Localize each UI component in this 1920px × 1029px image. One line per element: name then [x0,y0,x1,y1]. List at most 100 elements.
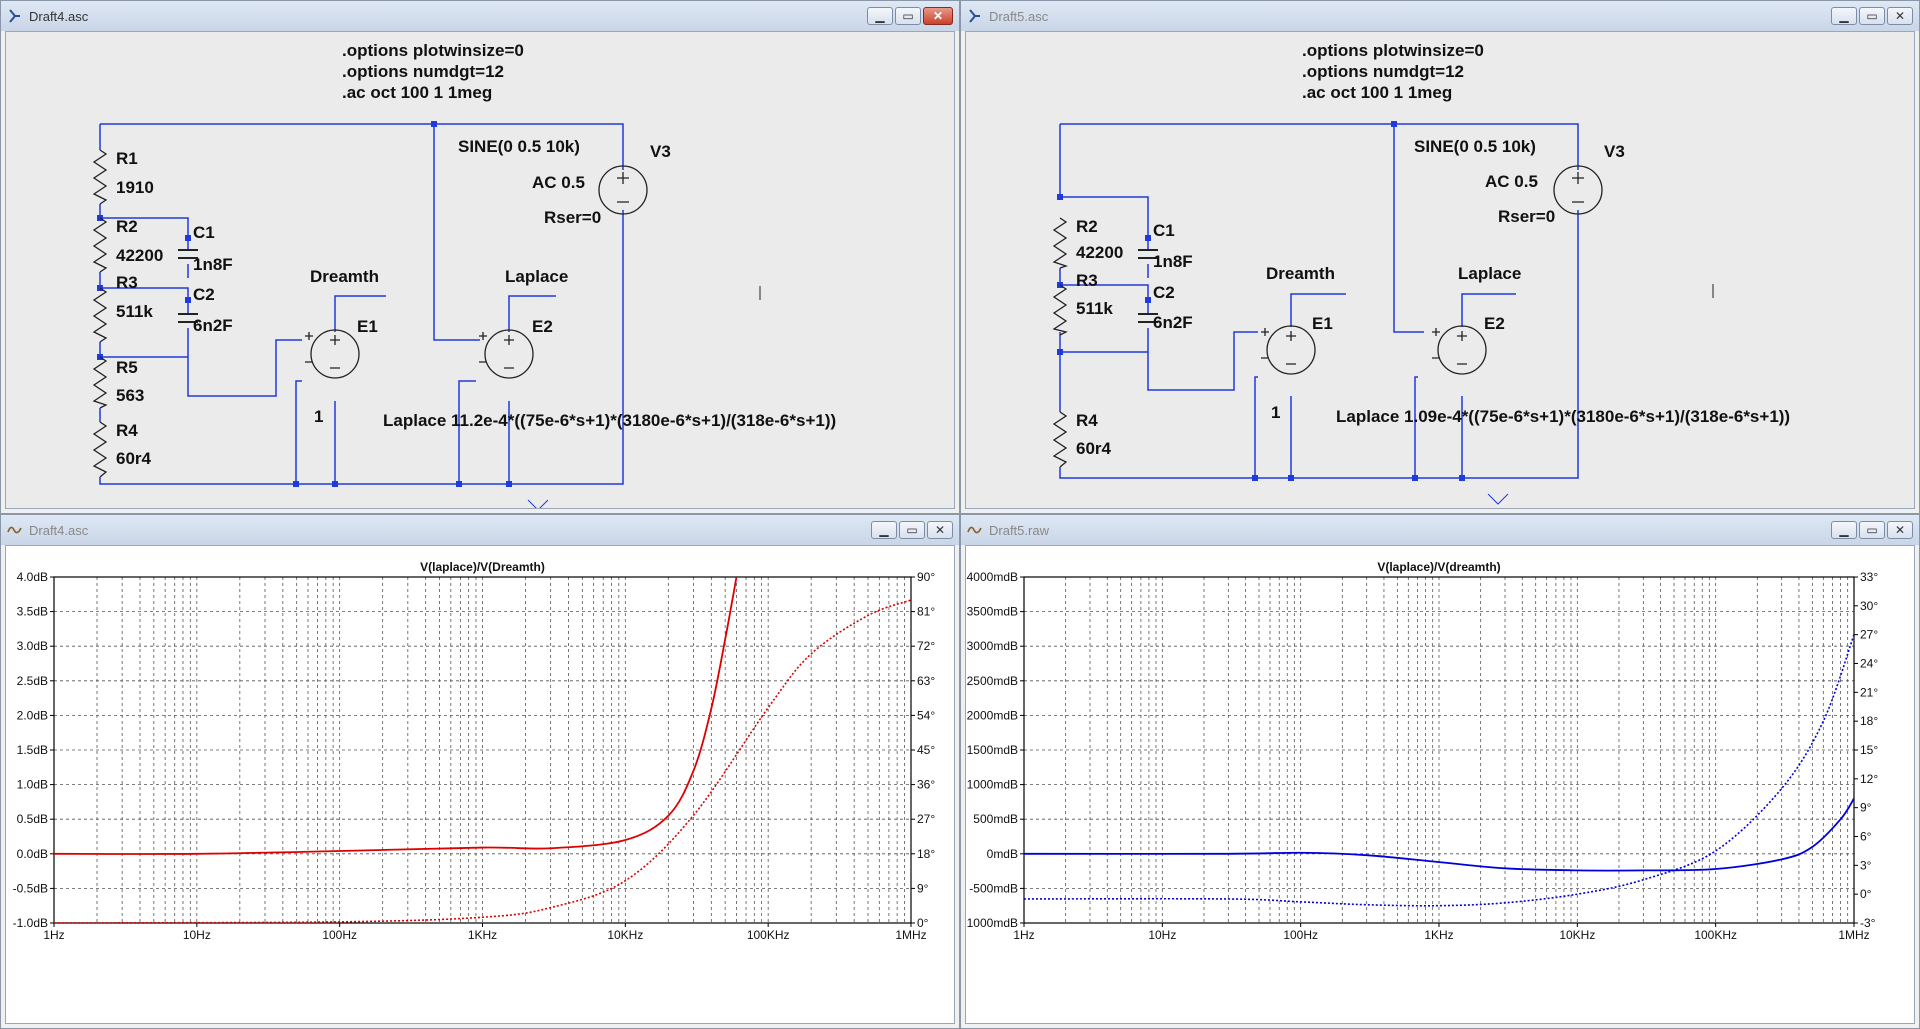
vcvs-e2[interactable] [479,329,534,379]
vcvs-e2[interactable] [1432,325,1487,375]
schematic-canvas[interactable]: .options plotwinsize=0 .options numdgt=1… [965,31,1915,509]
r1-value[interactable]: 1910 [116,178,154,197]
resistor-r3[interactable] [92,287,108,343]
voltage-source-v3[interactable] [598,165,648,215]
c2-value[interactable]: 6n2F [193,316,233,335]
net-label-laplace[interactable]: Laplace [505,267,568,286]
chart-title[interactable]: V(laplace)/V(Dreamth) [420,560,545,574]
maximize-button[interactable]: ▭ [899,521,925,539]
net-label-dreamth[interactable]: Dreamth [1266,264,1335,283]
y-right-tick-label: 30° [1860,599,1878,613]
schematic-canvas[interactable]: .options plotwinsize=0 .options numdgt=1… [5,31,955,509]
close-button[interactable]: ✕ [1887,7,1913,25]
e1-value[interactable]: 1 [314,407,323,426]
vcvs-e1[interactable] [1261,325,1316,375]
v3-value[interactable]: SINE(0 0.5 10k) [1414,137,1536,156]
e2-value[interactable]: Laplace 1.09e-4*((75e-6*s+1)*(3180e-6*s+… [1336,407,1790,426]
junctions [1057,121,1465,481]
r2-value[interactable]: 42200 [116,246,163,265]
y-right-tick-label: -3° [1860,916,1876,930]
maximize-icon: ▭ [1866,9,1878,23]
r5-value[interactable]: 563 [116,386,144,405]
minimize-icon: ▁ [1839,523,1849,537]
c1-value[interactable]: 1n8F [1153,252,1193,271]
y-left-tick-label: 2.5dB [17,674,48,688]
directive-numdgt[interactable]: .options numdgt=12 [1302,62,1464,81]
e1-value[interactable]: 1 [1271,403,1280,422]
y-left-tick-label: 2.0dB [17,708,48,722]
e2-value[interactable]: Laplace 11.2e-4*((75e-6*s+1)*(3180e-6*s+… [383,411,836,430]
plot-window-draft5: Draft5.raw ▁ ▭ ✕ V(laplace)/V(dreamth) -1… [960,514,1920,1029]
window-title: Draft5.raw [989,523,1049,538]
y-right-tick-label: 0° [1860,887,1872,901]
r4-value[interactable]: 60r4 [1076,439,1112,458]
v3-ac[interactable]: AC 0.5 [532,173,585,192]
maximize-button[interactable]: ▭ [1859,521,1885,539]
resistor-r4[interactable] [92,421,108,478]
bode-plot-draft5[interactable]: V(laplace)/V(dreamth) -1000mdB -500mdB 0mdB… [966,546,1915,1024]
net-label-dreamth[interactable]: Dreamth [310,267,379,286]
c2-value[interactable]: 6n2F [1153,313,1193,332]
schematic-window-draft4: Draft4.asc ▁ ▭ ✕ .options plotwinsize=0 … [0,0,960,514]
capacitor-c2[interactable] [178,313,198,323]
v3-rser[interactable]: Rser=0 [544,208,601,227]
maximize-icon: ▭ [902,9,914,23]
minimize-button[interactable]: ▁ [1831,7,1857,25]
vcvs-e1[interactable] [305,329,360,379]
y-right-tick-label: 63° [917,674,935,688]
capacitor-c2[interactable] [1138,313,1158,323]
title-bar[interactable]: Draft5.asc ▁ ▭ ✕ [961,1,1919,31]
e2-name: E2 [532,317,553,336]
resistor-r1[interactable] [92,149,108,205]
directive-plotwinsize[interactable]: .options plotwinsize=0 [1302,41,1484,60]
phase-trace[interactable] [54,599,911,923]
v3-ac[interactable]: AC 0.5 [1485,172,1538,191]
plot-pane[interactable]: V(laplace)/V(dreamth) -1000mdB -500mdB 0mdB… [965,545,1915,1024]
resistor-r2[interactable] [1052,217,1069,269]
resistor-r2[interactable] [92,217,108,273]
magnitude-trace[interactable] [54,577,738,855]
bode-plot-draft4[interactable]: V(laplace)/V(Dreamth) -1.0dB -0.5dB 0.0dB 0.… [6,546,955,1024]
directive-ac[interactable]: .ac oct 100 1 1meg [342,83,492,102]
voltage-source-v3[interactable] [1553,165,1603,215]
maximize-button[interactable]: ▭ [1859,7,1885,25]
r3-value[interactable]: 511k [1076,299,1113,318]
minimize-button[interactable]: ▁ [871,521,897,539]
r3-value[interactable]: 511k [116,302,153,321]
y-left-tick-label: 1000mdB [967,778,1018,792]
y-left-tick-label: 0mdB [987,847,1018,861]
resistor-r4[interactable] [1052,411,1068,468]
v3-value[interactable]: SINE(0 0.5 10k) [458,137,580,156]
r2-name: R2 [1076,217,1098,236]
close-button[interactable]: ✕ [923,7,953,25]
y-left-tick-label: 500mdB [973,812,1018,826]
minimize-button[interactable]: ▁ [1831,521,1857,539]
minimize-button[interactable]: ▁ [867,7,893,25]
directive-ac[interactable]: .ac oct 100 1 1meg [1302,83,1452,102]
r2-value[interactable]: 42200 [1076,243,1123,262]
directive-plotwinsize[interactable]: .options plotwinsize=0 [342,41,524,60]
title-bar[interactable]: Draft4.asc ▁ ▭ ✕ [1,515,959,545]
plot-pane[interactable]: V(laplace)/V(Dreamth) -1.0dB -0.5dB 0.0dB 0.… [5,545,955,1024]
maximize-button[interactable]: ▭ [895,7,921,25]
v3-rser[interactable]: Rser=0 [1498,207,1555,226]
chart-title[interactable]: V(laplace)/V(dreamth) [1377,560,1500,574]
ltspice-icon [9,9,20,23]
close-button[interactable]: ✕ [1887,521,1913,539]
resistor-r5[interactable] [92,356,108,409]
magnitude-trace[interactable] [1024,797,1854,872]
close-button[interactable]: ✕ [927,521,953,539]
y-right-tick-label: 27° [917,812,935,826]
y-right-tick-label: 90° [917,570,935,584]
y-left-tick-label: 2000mdB [967,708,1018,722]
capacitor-c1[interactable] [178,249,198,259]
phase-trace[interactable] [1024,634,1854,907]
directive-numdgt[interactable]: .options numdgt=12 [342,62,504,81]
r4-value[interactable]: 60r4 [116,449,152,468]
c1-value[interactable]: 1n8F [193,255,233,274]
net-label-laplace[interactable]: Laplace [1458,264,1521,283]
title-bar[interactable]: Draft5.raw ▁ ▭ ✕ [961,515,1919,545]
resistor-r3[interactable] [1052,284,1068,336]
title-bar[interactable]: Draft4.asc ▁ ▭ ✕ [1,1,959,31]
capacitor-c1[interactable] [1138,249,1158,259]
